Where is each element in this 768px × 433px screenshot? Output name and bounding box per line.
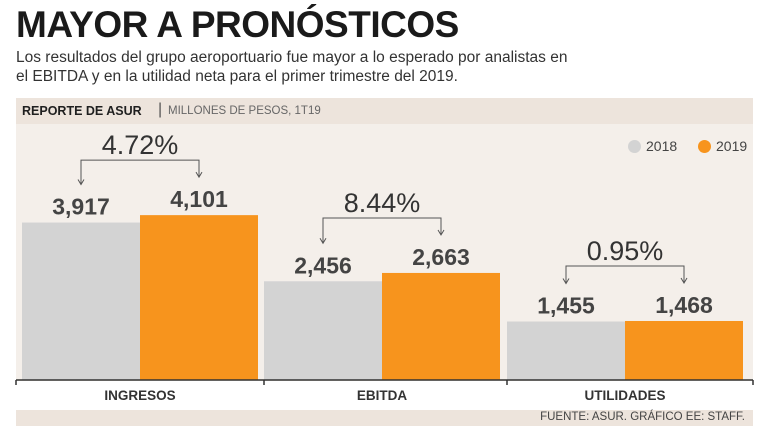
value-label-utilidades-2018: 1,455	[537, 293, 595, 319]
legend-swatch-2018	[628, 140, 641, 153]
bracket-arrow-right-ingresos	[195, 171, 203, 179]
source-credit: FUENTE: ASUR. GRÁFICO EE: STAFF.	[540, 411, 745, 423]
category-label-ebitda: EBITDA	[357, 388, 408, 403]
bar-ingresos-2018	[22, 222, 140, 380]
header-separator: |	[158, 101, 163, 118]
units-label: MILLONES DE PESOS, 1T19	[168, 105, 321, 117]
chart-subtitle: Los resultados del grupo aeroportuario f…	[16, 49, 568, 85]
change-bracket-ingresos	[80, 159, 200, 185]
bar-utilidades-2019	[625, 320, 743, 380]
footer-bar: FUENTE: ASUR. GRÁFICO EE: STAFF.	[16, 410, 753, 426]
legend-item-2019: 2019	[698, 138, 747, 154]
legend-item-2018: 2018	[628, 138, 677, 154]
value-label-utilidades-2019: 1,468	[655, 292, 713, 318]
legend-label-2019: 2019	[716, 138, 748, 154]
bracket-arrow-left-utilidades	[562, 278, 570, 285]
bracket-arrow-left-ebitda	[319, 238, 327, 245]
change-annotation-ingresos: 4.72%	[102, 130, 179, 160]
chart-title: MAYOR A PRONÓSTICOS	[16, 4, 459, 45]
legend-swatch-2019	[698, 140, 711, 153]
change-bracket-ebitda	[322, 217, 442, 244]
value-label-ingresos-2018: 3,917	[52, 194, 110, 220]
report-header-bar: REPORTE DE ASUR | MILLONES DE PESOS, 1T1…	[16, 98, 753, 124]
report-name: REPORTE DE ASUR	[22, 104, 142, 118]
bar-ebitda-2018	[264, 281, 382, 380]
bar-ebitda-2019	[382, 272, 500, 380]
category-label-utilidades: UTILIDADES	[585, 388, 666, 403]
value-label-ebitda-2019: 2,663	[412, 244, 470, 270]
value-label-ebitda-2018: 2,456	[294, 252, 352, 278]
legend-label-2018: 2018	[646, 138, 678, 154]
value-label-ingresos-2019: 4,101	[170, 186, 228, 212]
bracket-arrow-right-utilidades	[680, 277, 688, 284]
category-label-ingresos: INGRESOS	[104, 388, 175, 403]
change-bracket-utilidades	[565, 265, 685, 284]
bar-ingresos-2019	[140, 215, 258, 380]
bracket-arrow-right-ebitda	[437, 229, 445, 236]
bracket-arrow-left-ingresos	[77, 179, 85, 186]
change-annotation-utilidades: 0.95%	[587, 236, 664, 266]
change-annotation-ebitda: 8.44%	[344, 188, 421, 218]
bar-utilidades-2018	[507, 321, 625, 380]
